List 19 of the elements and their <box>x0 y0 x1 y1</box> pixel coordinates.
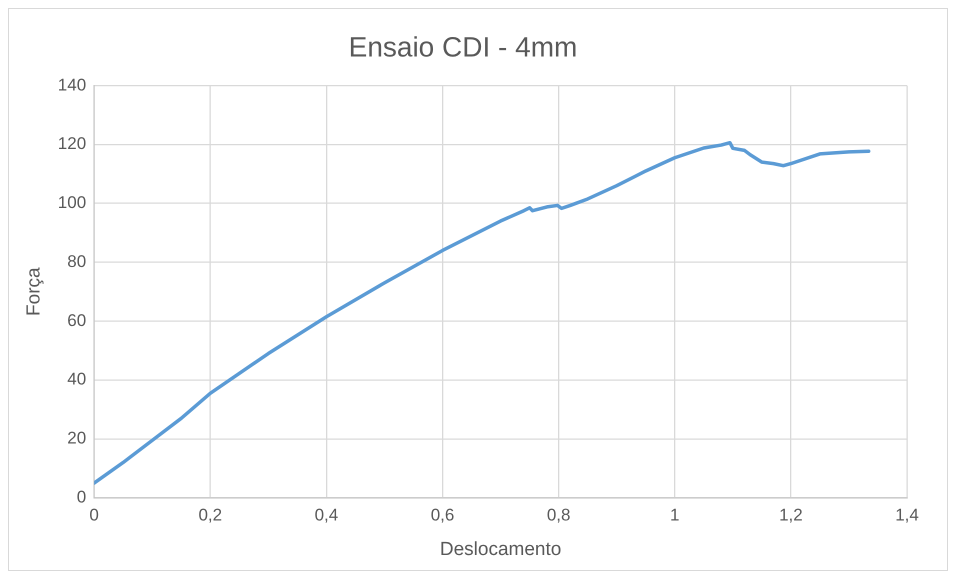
chart-title: Ensaio CDI - 4mm <box>348 32 578 63</box>
x-tick-label: 0,2 <box>198 506 222 525</box>
y-tick-label: 80 <box>67 252 86 271</box>
x-tick-label: 1,4 <box>895 506 919 525</box>
y-tick-label: 0 <box>76 487 86 506</box>
x-tick-label: 1,2 <box>779 506 803 525</box>
x-axis-title: Deslocamento <box>440 538 562 560</box>
y-tick-label: 60 <box>67 310 86 330</box>
x-tick-label: 0,6 <box>430 506 454 525</box>
x-tick-label: 0,8 <box>546 506 570 525</box>
x-tick-label: 1 <box>670 506 680 525</box>
y-tick-label: 140 <box>58 75 86 94</box>
y-tick-label: 20 <box>67 428 86 448</box>
y-tick-label: 120 <box>58 134 86 154</box>
y-tick-label: 40 <box>67 370 86 389</box>
x-tick-label: 0,4 <box>314 506 338 525</box>
x-tick-label: 0 <box>89 506 99 525</box>
y-axis-title: Força <box>24 266 45 316</box>
y-tick-label: 100 <box>58 193 86 212</box>
